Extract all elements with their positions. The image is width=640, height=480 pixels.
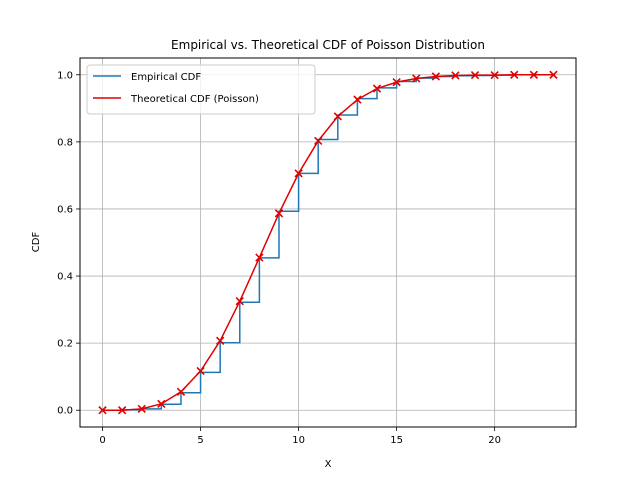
ticks: 0 5 10 15 20 0.0 0.2 0.4 0.6 0.8 1.0 [57,70,501,446]
theoretical-point-stroke [392,77,401,87]
theoretical-point-stroke [353,95,362,104]
theoretical-point-stroke [412,74,421,83]
theoretical-cdf-line [102,74,554,411]
y-tick-label: 0.2 [57,339,73,350]
theoretical-point [412,74,421,83]
theoretical-point-stroke [98,406,107,415]
x-tick-label: 5 [197,435,203,446]
chart-title: Empirical vs. Theoretical CDF of Poisson… [171,38,485,52]
legend-label-theoretical: Theoretical CDF (Poisson) [130,94,259,105]
theoretical-point [274,209,284,218]
theoretical-point-stroke [157,399,166,409]
legend: Empirical CDF Theoretical CDF (Poisson) [86,64,316,115]
theoretical-point-stroke [549,70,558,79]
theoretical-point [157,399,166,409]
theoretical-point-stroke [490,70,499,80]
theoretical-point-stroke [431,72,440,81]
theoretical-point [510,70,519,79]
theoretical-point-stroke [470,70,480,80]
theoretical-point [294,169,303,178]
y-tick-label: 1.0 [57,70,73,81]
theoretical-point-stroke [235,297,244,306]
theoretical-point [353,95,362,104]
theoretical-point-stroke [274,209,284,218]
plot-frame [79,57,577,428]
theoretical-point-stroke [117,406,127,415]
legend-box [86,64,316,115]
theoretical-point [216,336,225,345]
x-tick-label: 20 [488,435,501,446]
theoretical-point [549,70,558,79]
theoretical-point [333,112,342,121]
empirical-cdf-line [102,74,554,411]
theoretical-point [490,70,499,80]
theoretical-point [314,136,323,146]
y-tick-label: 0.0 [57,406,73,417]
theoretical-point-stroke [333,112,342,121]
theoretical-point-stroke [294,169,303,178]
theoretical-point-stroke [372,84,382,93]
theoretical-point [196,366,205,376]
x-axis-label: X [325,459,332,470]
y-tick-label: 0.8 [57,137,73,148]
series-layer [98,70,558,415]
theoretical-point-stroke [196,366,205,376]
theoretical-point [235,297,244,306]
theoretical-point [372,84,382,93]
theoretical-point [529,70,539,79]
theoretical-point [392,77,401,87]
x-tick-label: 0 [99,435,105,446]
theoretical-point-stroke [510,70,519,79]
theoretical-point-stroke [137,404,146,414]
theoretical-point [117,406,127,415]
theoretical-point [451,71,460,80]
theoretical-point-stroke [216,336,225,345]
legend-label-empirical: Empirical CDF [131,72,201,83]
theoretical-point-stroke [451,71,460,80]
y-axis-label: CDF [31,232,42,253]
theoretical-point [98,406,107,415]
theoretical-point-stroke [176,387,186,396]
x-tick-label: 15 [390,435,403,446]
theoretical-point [431,72,440,81]
x-tick-label: 10 [292,435,305,446]
y-tick-label: 0.4 [57,272,73,283]
theoretical-point [255,253,264,262]
y-tick-label: 0.6 [57,204,73,215]
theoretical-point [470,70,480,80]
theoretical-point-stroke [529,70,539,79]
theoretical-point-stroke [255,253,264,262]
theoretical-point-stroke [314,136,323,146]
theoretical-point [137,404,146,414]
theoretical-point [176,387,186,396]
